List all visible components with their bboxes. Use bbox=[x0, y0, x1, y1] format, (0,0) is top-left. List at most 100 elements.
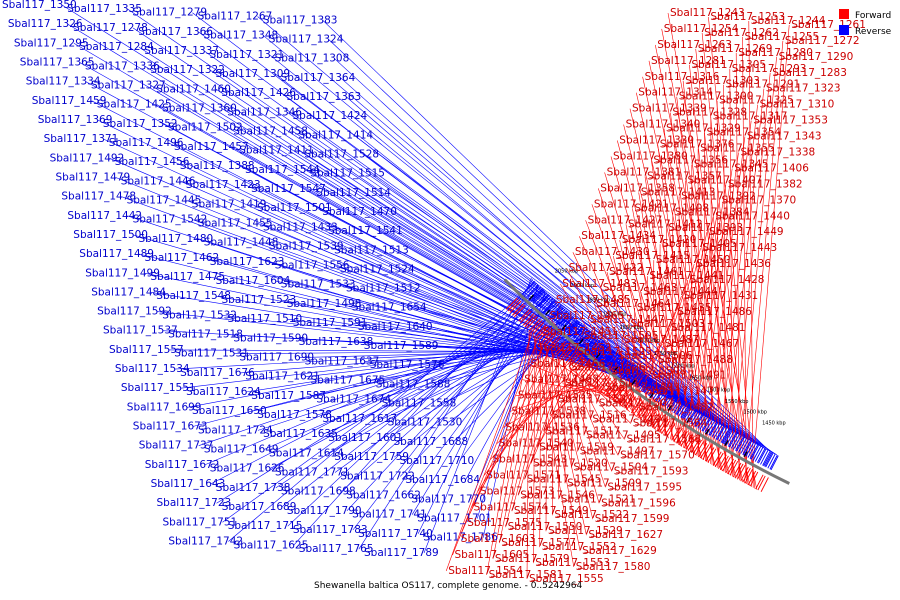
forward-gene-label: Sbal117_1575 bbox=[467, 517, 542, 529]
reverse-gene-label: Sbal117_1556 bbox=[275, 260, 350, 272]
forward-gene-label: Sbal117_1317 bbox=[713, 111, 788, 123]
reverse-gene-label: Sbal117_1502 bbox=[168, 122, 243, 134]
forward-gene bbox=[683, 434, 693, 449]
reverse-gene-label: Sbal117_1643 bbox=[151, 478, 226, 490]
reverse-connector bbox=[423, 277, 532, 554]
forward-gene-label: Sbal117_1281 bbox=[651, 55, 726, 67]
forward-gene-label: Sbal117_1538 bbox=[512, 406, 587, 418]
reverse-gene bbox=[609, 354, 621, 368]
reverse-gene-label: Sbal117_1442 bbox=[67, 210, 142, 222]
reverse-gene bbox=[725, 431, 735, 446]
reverse-gene bbox=[644, 379, 654, 394]
reverse-gene-label: Sbal117_1689 bbox=[222, 501, 297, 513]
forward-connector bbox=[560, 283, 643, 422]
reverse-gene-label: Sbal117_1446 bbox=[121, 175, 196, 187]
reverse-connector bbox=[364, 154, 706, 415]
forward-gene-label: Sbal117_1494 bbox=[592, 414, 667, 426]
reverse-connector bbox=[340, 300, 557, 492]
reverse-gene-label: Sbal117_1547 bbox=[251, 183, 326, 195]
reverse-connector bbox=[287, 287, 543, 527]
forward-connector bbox=[671, 212, 674, 441]
reverse-connector bbox=[411, 292, 547, 515]
reverse-gene-label: Sbal117_1326 bbox=[8, 18, 83, 30]
scale-tick bbox=[613, 366, 619, 373]
forward-connector bbox=[689, 168, 733, 452]
reverse-connector bbox=[405, 299, 555, 496]
reverse-connector bbox=[376, 334, 595, 400]
forward-gene-label: Sbal117_1546 bbox=[520, 489, 595, 501]
reverse-gene bbox=[650, 384, 661, 398]
reverse-connector bbox=[275, 302, 558, 489]
forward-gene bbox=[507, 299, 520, 312]
reverse-gene-label: Sbal117_1723 bbox=[157, 497, 232, 509]
forward-gene bbox=[554, 341, 566, 354]
forward-gene-label: Sbal117_1508 bbox=[611, 366, 686, 378]
forward-connector bbox=[452, 338, 539, 556]
reverse-connector bbox=[174, 345, 608, 370]
reverse-gene bbox=[533, 289, 545, 303]
forward-gene-label: Sbal117_1580 bbox=[576, 561, 651, 573]
forward-connector bbox=[670, 216, 714, 440]
forward-gene-label: Sbal117_1325 bbox=[719, 95, 794, 107]
forward-gene bbox=[760, 477, 769, 492]
reverse-gene-label: Sbal117_1371 bbox=[44, 133, 119, 145]
reverse-gene bbox=[680, 403, 690, 418]
reverse-gene-label: Sbal117_1604 bbox=[216, 275, 291, 287]
reverse-gene bbox=[580, 331, 591, 344]
forward-gene bbox=[578, 360, 590, 374]
reverse-gene bbox=[688, 408, 698, 423]
forward-gene bbox=[742, 467, 751, 483]
forward-gene-label: Sbal117_1464 bbox=[596, 298, 671, 310]
forward-gene bbox=[619, 391, 630, 405]
reverse-gene bbox=[572, 325, 584, 338]
forward-gene bbox=[582, 363, 594, 377]
reverse-gene bbox=[645, 380, 656, 395]
reverse-connector bbox=[275, 73, 744, 437]
forward-gene bbox=[598, 376, 610, 390]
reverse-gene bbox=[592, 341, 604, 355]
forward-gene-label: Sbal117_1436 bbox=[696, 258, 771, 270]
reverse-gene bbox=[702, 417, 712, 432]
scale-tick bbox=[667, 405, 673, 411]
forward-gene bbox=[673, 427, 683, 442]
reverse-gene bbox=[715, 425, 725, 440]
reverse-gene-label: Sbal117_1470 bbox=[322, 206, 397, 218]
forward-gene-label: Sbal117_1452 bbox=[537, 342, 612, 354]
reverse-gene bbox=[673, 399, 683, 414]
forward-connector bbox=[619, 240, 661, 433]
reverse-gene bbox=[562, 315, 574, 329]
reverse-gene bbox=[678, 402, 688, 417]
forward-gene bbox=[722, 456, 731, 472]
reverse-gene-label: Sbal117_1324 bbox=[269, 34, 344, 46]
forward-gene-label: Sbal117_1393 bbox=[668, 222, 743, 234]
reverse-gene bbox=[749, 444, 759, 459]
forward-gene-label: Sbal117_1463 bbox=[603, 282, 678, 294]
reverse-connector bbox=[322, 20, 770, 452]
reverse-gene bbox=[610, 355, 622, 369]
forward-gene bbox=[575, 358, 587, 372]
reverse-connector bbox=[228, 282, 537, 542]
forward-gene-label: Sbal117_1521 bbox=[561, 493, 636, 505]
forward-gene bbox=[562, 347, 574, 361]
forward-gene-label: Sbal117_1406 bbox=[734, 163, 809, 175]
forward-connector bbox=[574, 370, 619, 456]
scale-tick-label: 1700 kbp bbox=[671, 364, 695, 370]
forward-connector bbox=[710, 116, 713, 465]
forward-connector bbox=[650, 264, 695, 427]
reverse-gene-label: Sbal117_1635 bbox=[263, 428, 338, 440]
forward-gene bbox=[702, 445, 712, 460]
reverse-gene-label: Sbal117_1624 bbox=[186, 386, 261, 398]
reverse-gene-label: Sbal117_1698 bbox=[281, 486, 356, 498]
reverse-gene bbox=[543, 299, 555, 312]
reverse-gene bbox=[750, 445, 760, 460]
scale-tick-label: 1450 kbp bbox=[762, 420, 786, 426]
reverse-gene bbox=[699, 415, 709, 430]
reverse-gene bbox=[695, 413, 705, 428]
reverse-gene bbox=[742, 440, 751, 455]
reverse-connector bbox=[346, 293, 549, 512]
reverse-connector bbox=[115, 177, 695, 408]
forward-gene bbox=[636, 403, 646, 417]
forward-gene bbox=[532, 322, 544, 335]
forward-gene-label: Sbal117_1482 bbox=[639, 402, 714, 414]
reverse-gene-label: Sbal117_1789 bbox=[364, 547, 439, 559]
